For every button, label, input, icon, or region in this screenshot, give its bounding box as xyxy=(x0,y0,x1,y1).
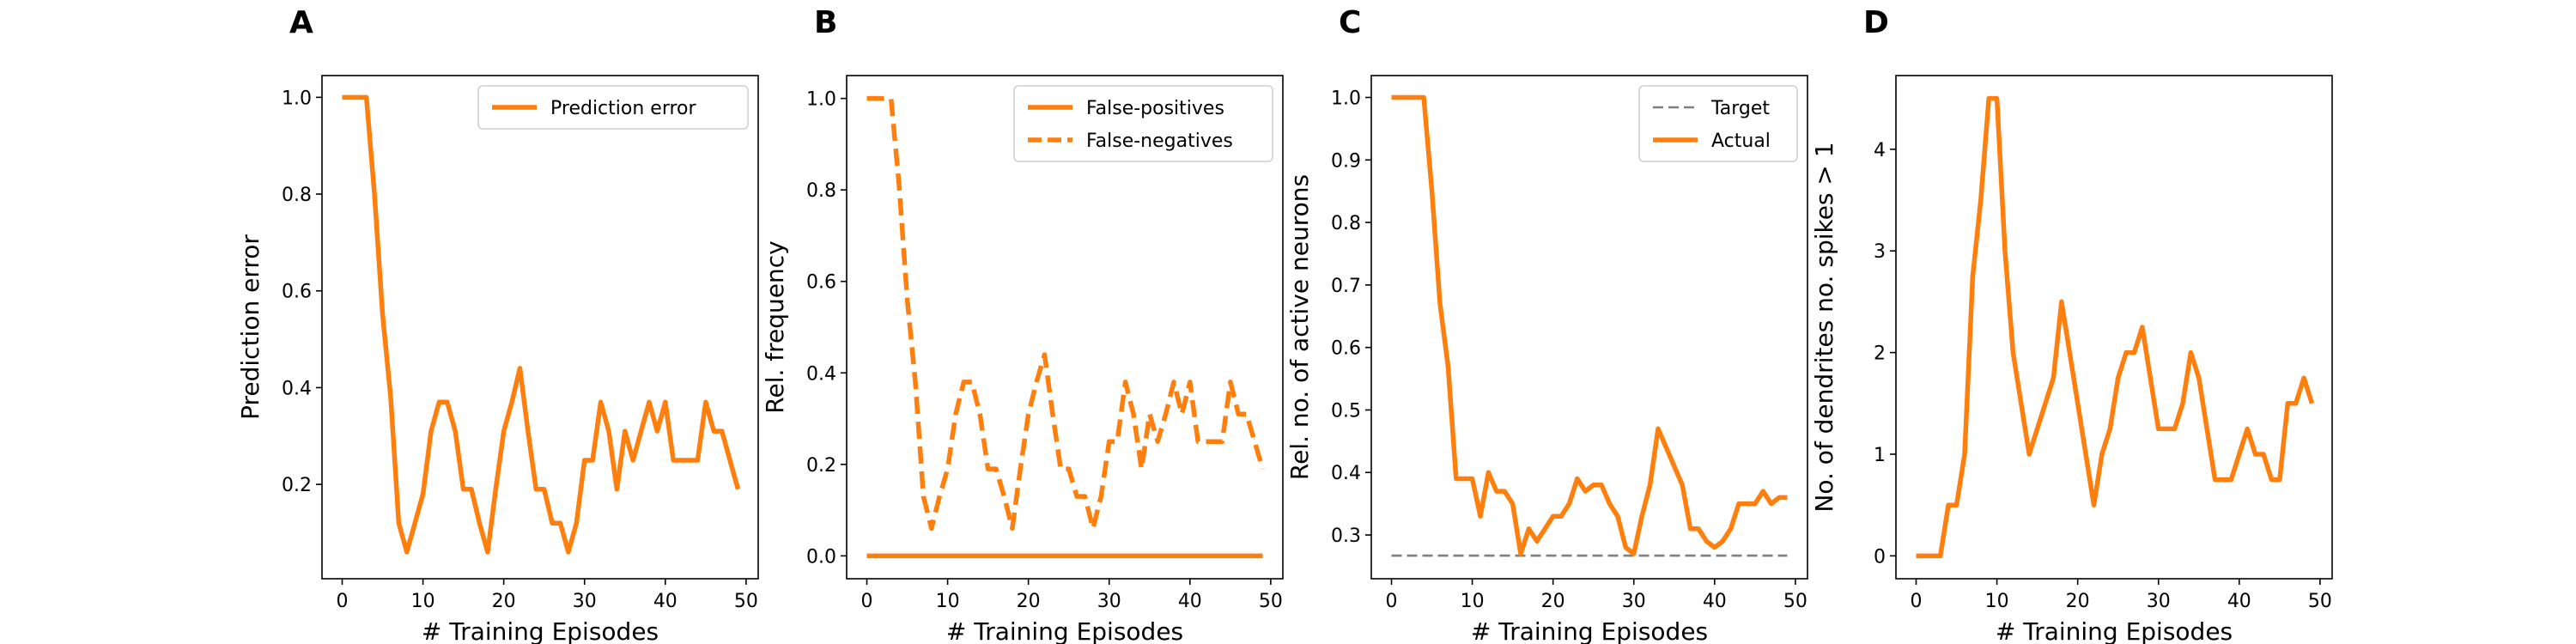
y-tick-label: 0.3 xyxy=(1331,526,1361,547)
y-tick-label: 0.0 xyxy=(806,546,836,568)
chart-panel-c: C 0 10 20 30 40 50 0.3 0.4 0.5 0.6 0.7 0.8 0.9 1.0 # Tr… xyxy=(1285,5,1808,644)
y-axis-label: Rel. frequency xyxy=(761,240,789,413)
x-axis-label: # Training Episodes xyxy=(1996,617,2233,644)
y-tick-label: 1.0 xyxy=(1331,88,1361,109)
y-tick-label: 0.9 xyxy=(1331,150,1361,172)
legend-label: Actual xyxy=(1711,131,1771,152)
x-tick-label: 50 xyxy=(2308,591,2332,612)
y-tick-label: 0.8 xyxy=(806,180,836,202)
x-tick-label: 50 xyxy=(1783,591,1807,612)
axes-frame xyxy=(1370,75,1808,580)
y-tick-label: 0.5 xyxy=(1331,400,1361,422)
legend-box xyxy=(1638,85,1798,162)
panel-letter: C xyxy=(1339,5,1361,40)
x-tick-label: 20 xyxy=(492,591,516,612)
x-tick-label: 30 xyxy=(1622,591,1646,612)
y-tick-label: 0.2 xyxy=(282,475,312,496)
x-tick-label: 40 xyxy=(1703,591,1727,612)
x-tick-label: 40 xyxy=(2227,591,2251,612)
legend: False-positives False-negatives xyxy=(1013,85,1273,162)
y-tick-label: 0.4 xyxy=(1331,463,1361,484)
x-tick-label: 10 xyxy=(1985,591,2009,612)
x-tick-label: 20 xyxy=(2066,591,2090,612)
panel-letter: B xyxy=(814,5,837,40)
y-tick-label: 0.6 xyxy=(1331,338,1361,360)
x-tick-label: 10 xyxy=(1461,591,1485,612)
x-tick-label: 30 xyxy=(2147,591,2171,612)
chart-panel-b: B 0 10 20 30 40 50 0.0 0.2 0.4 0.6 0.8 1.0 # Training… xyxy=(761,5,1284,644)
x-tick-label: 40 xyxy=(653,591,677,612)
x-tick-label: 10 xyxy=(936,591,960,612)
legend: Target Actual xyxy=(1638,85,1798,162)
y-tick-label: 0.6 xyxy=(282,282,312,303)
x-tick-label: 50 xyxy=(734,591,758,612)
y-axis-label: Prediction error xyxy=(236,234,264,420)
y-tick-label: 0.8 xyxy=(1331,213,1361,234)
y-tick-label: 0 xyxy=(1874,546,1886,568)
y-tick-label: 0.7 xyxy=(1331,276,1361,297)
legend-label: False-positives xyxy=(1086,98,1224,119)
legend: Prediction error xyxy=(477,85,749,130)
x-tick-label: 30 xyxy=(573,591,597,612)
legend-box xyxy=(1013,85,1273,162)
y-tick-label: 4 xyxy=(1874,140,1886,161)
y-axis-label: Rel. no. of active neurons xyxy=(1285,174,1314,480)
x-tick-label: 0 xyxy=(861,591,873,612)
chart-panel-d: D 0 10 20 30 40 50 0 1 2 3 4 # Training Episodes No. … xyxy=(1810,5,2333,644)
series-line-data xyxy=(1916,95,2315,559)
legend-box xyxy=(477,85,749,130)
x-axis-label: # Training Episodes xyxy=(946,617,1183,644)
y-tick-label: 0.4 xyxy=(282,378,312,399)
x-axis-label: # Training Episodes xyxy=(422,617,659,644)
y-tick-label: 1.0 xyxy=(282,88,312,109)
axes-frame xyxy=(846,75,1284,580)
legend-label: False-negatives xyxy=(1086,131,1233,152)
y-axis-label: No. of dendrites no. spikes > 1 xyxy=(1810,142,1838,512)
legend-label: Target xyxy=(1710,98,1770,119)
y-tick-label: 0.4 xyxy=(806,363,836,385)
y-tick-label: 0.2 xyxy=(806,455,836,477)
chart-panel-a: A 0 10 20 30 40 50 0.2 0.4 0.6 0.8 1.0 # Training Ep… xyxy=(236,5,759,644)
x-axis-label: # Training Episodes xyxy=(1471,617,1708,644)
y-tick-label: 2 xyxy=(1874,343,1886,365)
axes-frame xyxy=(1895,75,2333,580)
axes-frame xyxy=(321,75,759,580)
x-tick-label: 0 xyxy=(1386,591,1398,612)
series-line-actual xyxy=(1391,94,1788,556)
y-tick-label: 3 xyxy=(1874,241,1886,263)
x-tick-label: 0 xyxy=(1911,591,1923,612)
x-tick-label: 50 xyxy=(1259,591,1283,612)
x-tick-label: 30 xyxy=(1097,591,1121,612)
panel-letter: A xyxy=(289,5,313,40)
x-tick-label: 10 xyxy=(411,591,435,612)
series-line-false-negatives xyxy=(866,95,1266,532)
y-tick-label: 0.6 xyxy=(806,272,836,294)
series-line-prediction-error xyxy=(342,94,741,555)
panel-letter: D xyxy=(1863,5,1889,40)
legend-label: Prediction error xyxy=(550,98,696,119)
x-tick-label: 0 xyxy=(337,591,349,612)
x-tick-label: 20 xyxy=(1541,591,1565,612)
x-tick-label: 40 xyxy=(1178,591,1202,612)
y-tick-label: 1.0 xyxy=(806,89,836,111)
y-tick-label: 1 xyxy=(1874,445,1886,466)
x-tick-label: 20 xyxy=(1017,591,1041,612)
y-tick-label: 0.8 xyxy=(282,185,312,206)
